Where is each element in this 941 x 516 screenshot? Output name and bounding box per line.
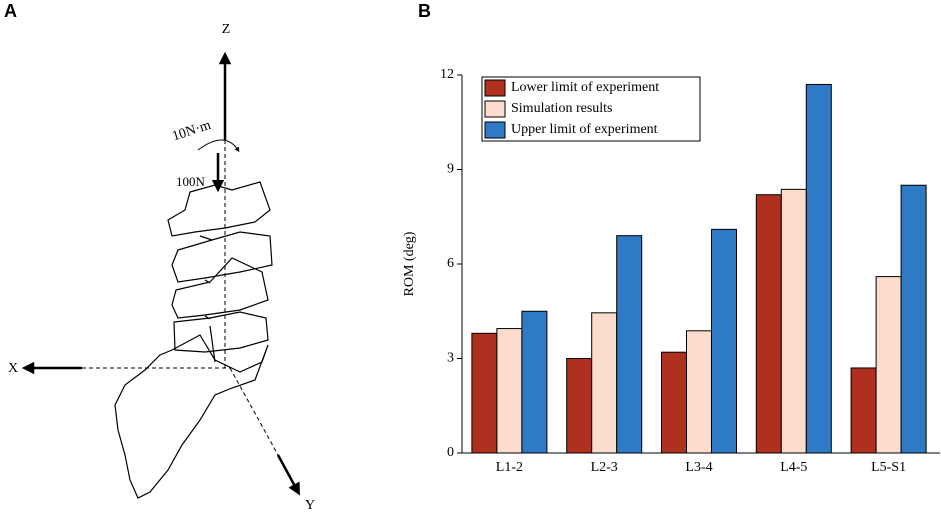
bar — [521, 310, 548, 454]
y-tick-label: 3 — [447, 351, 454, 366]
y-arrow — [276, 454, 300, 496]
vertebra — [167, 181, 271, 237]
y-tick-label: 6 — [447, 256, 454, 271]
y-tick-label: 0 — [447, 445, 454, 460]
legend-label: Lower limit of experiment — [511, 80, 659, 95]
bar — [616, 235, 643, 454]
bar — [805, 83, 832, 454]
x-tick-label: L5-S1 — [871, 460, 906, 475]
bar — [755, 194, 782, 454]
y-tick-label: 9 — [447, 162, 454, 177]
legend-swatch — [484, 100, 506, 118]
x-tick-label: L1-2 — [496, 460, 523, 475]
bar — [591, 312, 618, 454]
legend-swatch — [484, 79, 506, 97]
z-label: Z — [222, 22, 231, 37]
bar — [471, 332, 498, 454]
bar — [661, 351, 687, 454]
bar — [875, 276, 902, 454]
bar — [566, 358, 593, 454]
y-label: Y — [305, 498, 315, 513]
y-axis-title: ROM (deg) — [402, 231, 417, 296]
vertebra — [171, 231, 273, 283]
bar — [711, 228, 737, 454]
bar — [780, 188, 807, 454]
legend-label: Simulation results — [511, 101, 613, 116]
x-tick-label: L2-3 — [591, 460, 618, 475]
y-tick-label: 12 — [440, 67, 454, 82]
x-tick-label: L4-5 — [780, 460, 807, 475]
legend-box — [481, 76, 701, 142]
bar — [900, 184, 927, 454]
bar — [686, 330, 712, 454]
legend-label: Upper limit of experiment — [511, 122, 658, 137]
bar — [850, 367, 877, 454]
moment-arrow — [197, 139, 240, 153]
y-axis-dash — [229, 367, 279, 456]
force-label: 100N — [176, 174, 206, 189]
disc — [199, 235, 216, 363]
bar — [496, 328, 523, 454]
legend-swatch — [484, 121, 506, 139]
sacrum — [114, 334, 269, 499]
vertebra — [171, 257, 269, 319]
moment-label: 10N·m — [170, 118, 212, 145]
spine-diagram: A Z X Y 10N·m 100N — [4, 1, 315, 513]
x-tick-label: L3-4 — [685, 460, 712, 475]
vertebra — [173, 311, 269, 353]
panel-label: A — [4, 1, 17, 21]
panel-label: B — [418, 1, 431, 21]
x-label: X — [8, 361, 18, 376]
